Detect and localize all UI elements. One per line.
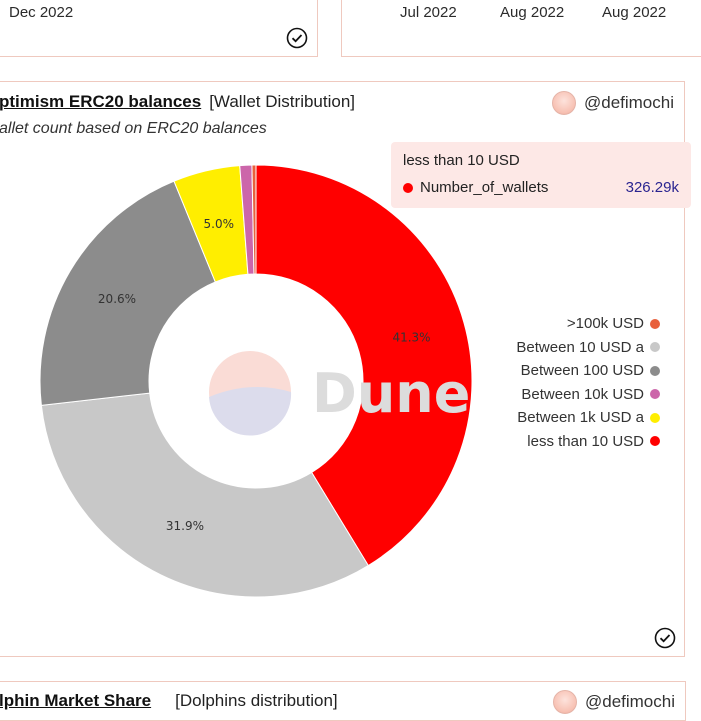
bottom-card: lphin Market Share [Dolphins distribution… [0, 681, 686, 721]
check-circle-icon[interactable] [286, 27, 308, 49]
legend-color-dot [650, 389, 660, 400]
legend-label: Between 100 USD [520, 362, 644, 380]
slice-data-label: 31.9% [166, 519, 204, 533]
legend-color-dot [650, 412, 660, 423]
bottom-title-row: lphin Market Share [Dolphins distribution… [0, 691, 338, 711]
chart-subtitle: allet count based on ERC20 balances [0, 120, 267, 137]
bottom-author-link[interactable]: @defimochi [552, 690, 675, 714]
legend-item[interactable]: Between 10 USD a [500, 336, 660, 360]
chart-legend: >100k USD Between 10 USD a Between 100 USD… [500, 312, 660, 453]
tooltip-series-dot [403, 182, 413, 193]
chart-tag: [Wallet Distribution] [209, 92, 356, 111]
author-name: @defimochi [583, 93, 674, 112]
chart-title-row: ptimism ERC20 balances [Wallet Distributi… [0, 92, 355, 112]
x-tick-label: Aug 2022 [500, 4, 565, 21]
x-tick-label: Aug 2022 [602, 4, 667, 21]
donut-slices [39, 164, 473, 598]
donut-slice[interactable] [39, 180, 217, 406]
legend-color-dot [650, 436, 660, 447]
dune-watermark: Dune [209, 351, 470, 436]
donut-chart: Dune 41.3% 31.9% 20.6% 5.0% [39, 164, 473, 598]
legend-item[interactable]: Between 1k USD a [500, 406, 660, 430]
legend-item[interactable]: less than 10 USD [500, 430, 660, 454]
legend-label: less than 10 USD [527, 432, 644, 450]
check-circle-icon[interactable] [654, 627, 676, 649]
tooltip-row: Number_of_wallets 326.29k [403, 179, 679, 196]
donut-slice[interactable] [40, 392, 369, 598]
tooltip-title: less than 10 USD [403, 152, 520, 169]
donut-slice[interactable] [251, 164, 257, 275]
watermark-text: Dune [312, 362, 470, 425]
chart-tooltip: less than 10 USD Number_of_wallets 326.2… [391, 142, 691, 208]
donut-slice[interactable] [255, 164, 473, 567]
tooltip-series-name: Number_of_wallets [420, 179, 549, 196]
legend-label: Between 10k USD [521, 385, 644, 403]
top-left-card: Dec 2022 [0, 0, 318, 57]
legend-color-dot [650, 365, 660, 376]
slice-data-label: 5.0% [204, 217, 235, 231]
x-tick-label: Dec 2022 [9, 4, 74, 21]
legend-color-dot [650, 342, 660, 353]
legend-item[interactable]: Between 10k USD [500, 383, 660, 407]
tooltip-value: 326.29k [625, 179, 679, 196]
legend-label: >100k USD [566, 315, 644, 333]
legend-item[interactable]: >100k USD [500, 312, 660, 336]
legend-item[interactable]: Between 100 USD [500, 359, 660, 383]
slice-data-label: 20.6% [98, 292, 136, 306]
author-link[interactable]: @defimochi [551, 91, 674, 115]
x-tick-label: Jul 2022 [400, 4, 457, 21]
legend-label: Between 10 USD a [516, 338, 644, 356]
chart-title-link[interactable]: ptimism ERC20 balances [0, 92, 202, 111]
avatar [552, 690, 577, 714]
avatar [551, 91, 576, 115]
slice-data-label: 41.3% [392, 330, 430, 344]
top-right-card: Jul 2022 Aug 2022 Aug 2022 [341, 0, 701, 57]
legend-label: Between 1k USD a [517, 409, 644, 427]
author-name: @defimochi [584, 692, 675, 711]
slice-labels: 41.3% 31.9% 20.6% 5.0% [98, 217, 431, 533]
legend-color-dot [650, 318, 660, 329]
